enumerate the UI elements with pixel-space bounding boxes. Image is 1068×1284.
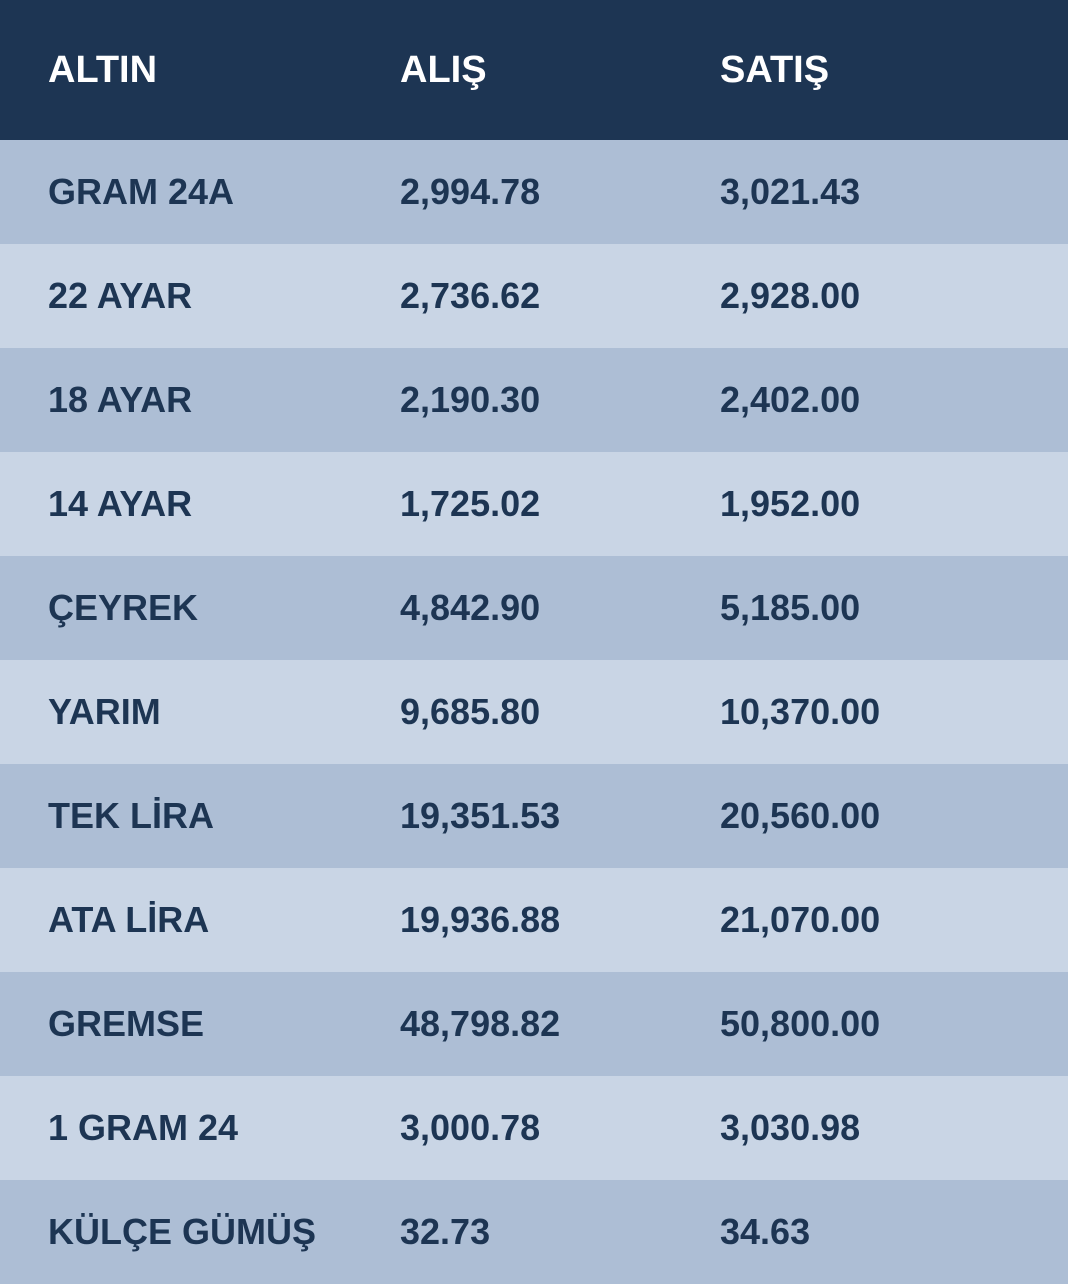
row-buy: 2,994.78 (390, 171, 710, 213)
price-table: ALTIN ALIŞ SATIŞ GRAM 24A 2,994.78 3,021… (0, 0, 1068, 1284)
table-row: GRAM 24A 2,994.78 3,021.43 (0, 140, 1068, 244)
row-sell: 21,070.00 (710, 899, 1068, 941)
header-name: ALTIN (0, 49, 390, 92)
table-row: 18 AYAR 2,190.30 2,402.00 (0, 348, 1068, 452)
row-sell: 2,402.00 (710, 379, 1068, 421)
row-name: GREMSE (0, 1003, 390, 1045)
row-buy: 19,936.88 (390, 899, 710, 941)
row-name: 22 AYAR (0, 275, 390, 317)
row-buy: 32.73 (390, 1211, 710, 1253)
row-buy: 9,685.80 (390, 691, 710, 733)
row-sell: 10,370.00 (710, 691, 1068, 733)
table-row: 22 AYAR 2,736.62 2,928.00 (0, 244, 1068, 348)
row-name: 14 AYAR (0, 483, 390, 525)
row-sell: 2,928.00 (710, 275, 1068, 317)
table-row: KÜLÇE GÜMÜŞ 32.73 34.63 (0, 1180, 1068, 1284)
row-buy: 1,725.02 (390, 483, 710, 525)
row-buy: 4,842.90 (390, 587, 710, 629)
table-row: ÇEYREK 4,842.90 5,185.00 (0, 556, 1068, 660)
row-sell: 34.63 (710, 1211, 1068, 1253)
row-sell: 20,560.00 (710, 795, 1068, 837)
header-buy: ALIŞ (390, 49, 710, 92)
row-buy: 2,736.62 (390, 275, 710, 317)
table-header: ALTIN ALIŞ SATIŞ (0, 0, 1068, 140)
row-name: YARIM (0, 691, 390, 733)
row-buy: 48,798.82 (390, 1003, 710, 1045)
row-name: ATA LİRA (0, 899, 390, 941)
row-buy: 3,000.78 (390, 1107, 710, 1149)
row-sell: 50,800.00 (710, 1003, 1068, 1045)
row-name: GRAM 24A (0, 171, 390, 213)
table-row: TEK LİRA 19,351.53 20,560.00 (0, 764, 1068, 868)
table-row: YARIM 9,685.80 10,370.00 (0, 660, 1068, 764)
row-name: TEK LİRA (0, 795, 390, 837)
table-row: GREMSE 48,798.82 50,800.00 (0, 972, 1068, 1076)
row-sell: 3,021.43 (710, 171, 1068, 213)
header-sell: SATIŞ (710, 49, 1068, 92)
row-name: 1 GRAM 24 (0, 1107, 390, 1149)
row-buy: 19,351.53 (390, 795, 710, 837)
row-sell: 3,030.98 (710, 1107, 1068, 1149)
row-sell: 1,952.00 (710, 483, 1068, 525)
row-name: KÜLÇE GÜMÜŞ (0, 1211, 390, 1253)
table-row: ATA LİRA 19,936.88 21,070.00 (0, 868, 1068, 972)
table-row: 14 AYAR 1,725.02 1,952.00 (0, 452, 1068, 556)
table-row: 1 GRAM 24 3,000.78 3,030.98 (0, 1076, 1068, 1180)
row-name: 18 AYAR (0, 379, 390, 421)
row-buy: 2,190.30 (390, 379, 710, 421)
row-name: ÇEYREK (0, 587, 390, 629)
row-sell: 5,185.00 (710, 587, 1068, 629)
